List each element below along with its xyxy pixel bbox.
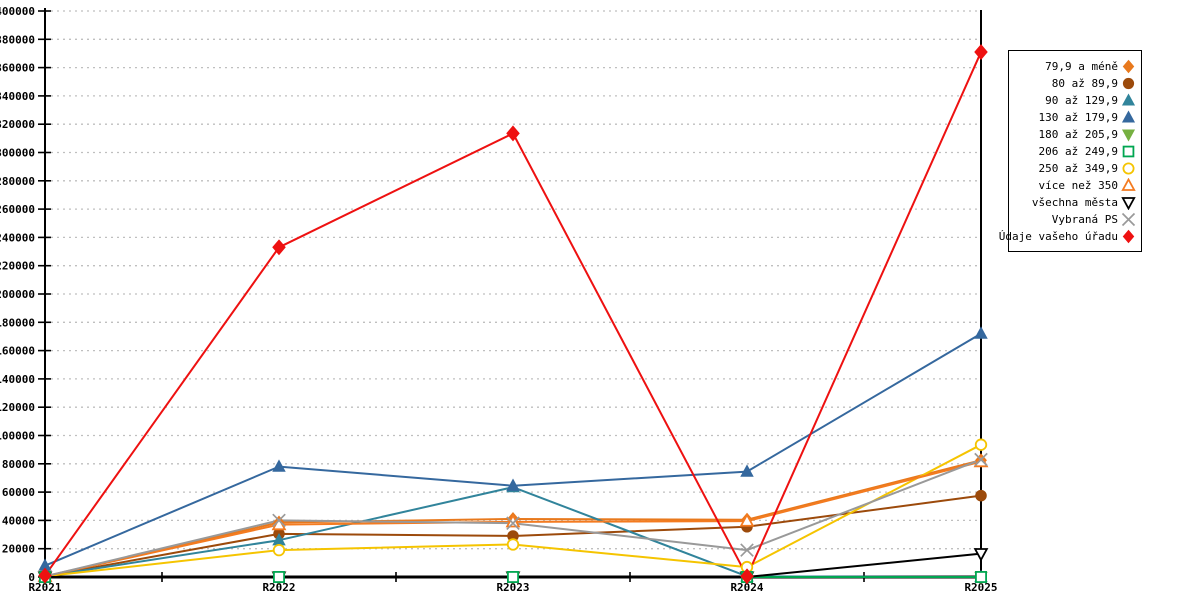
circle-legend-marker-icon <box>1122 162 1135 174</box>
legend-item: 250 až 349,9 <box>1013 160 1136 176</box>
marker-Údaje vašeho úřadu-icon <box>272 239 286 256</box>
legend-item-label: 79,9 a méně <box>1045 59 1118 73</box>
legend-item: Údaje vašeho úřadu <box>999 228 1136 244</box>
legend-item-label: více než 350 <box>1038 178 1118 192</box>
legend-item: Vybraná PS <box>1013 211 1136 227</box>
marker-206 až 249,9-icon <box>975 571 987 583</box>
y-axis-label: 360000 <box>0 62 35 75</box>
y-axis-label: 20000 <box>2 543 35 556</box>
triangle-up-legend-marker-icon <box>1121 109 1136 122</box>
marker-206 až 249,9-icon <box>273 571 285 583</box>
y-axis-label: 220000 <box>0 260 35 273</box>
x-axis-label: R2023 <box>496 581 529 594</box>
circle-legend-marker-icon <box>1122 77 1135 89</box>
y-axis-label: 80000 <box>2 458 35 471</box>
legend-item: více než 350 <box>1013 177 1136 193</box>
y-axis-label: 240000 <box>0 231 35 244</box>
legend-item-label: 180 až 205,9 <box>1038 127 1118 141</box>
marker-Vybraná PS-icon <box>506 516 520 531</box>
y-axis-label: 280000 <box>0 175 35 188</box>
x-axis-label: R2025 <box>964 581 997 594</box>
marker-250 až 349,9-icon <box>974 438 988 451</box>
marker-Vybraná PS-icon <box>974 452 988 467</box>
y-axis-label: 40000 <box>2 514 35 527</box>
marker-80 až 89,9-icon <box>975 489 987 502</box>
triangle-down-legend-marker-icon <box>1121 196 1136 210</box>
diamond-legend-marker-icon <box>1122 59 1135 73</box>
marker-Vybraná PS-icon <box>740 543 754 557</box>
marker-všechna města-icon <box>973 548 989 562</box>
y-axis-label: 160000 <box>0 345 35 358</box>
marker-Údaje vašeho úřadu-icon <box>38 567 52 584</box>
legend-item: 80 až 89,9 <box>1013 75 1136 91</box>
legend: 79,9 a méně 80 až 89,9 90 až 129,9 130 až 1… <box>999 50 1142 252</box>
legend-item: 206 až 249,9 <box>1013 143 1136 159</box>
legend-item-label: všechna města <box>1031 195 1118 209</box>
y-axis-label: 300000 <box>0 147 35 160</box>
diamond-legend-marker-icon <box>1122 229 1135 243</box>
x-legend-marker-icon <box>1121 212 1136 226</box>
x-axis-label: R2022 <box>262 581 295 594</box>
y-axis-label: 140000 <box>0 373 35 386</box>
y-axis-label: 60000 <box>2 486 35 499</box>
y-axis-label: 260000 <box>0 203 35 216</box>
marker-250 až 349,9-icon <box>506 538 520 551</box>
marker-Údaje vašeho úřadu-icon <box>974 44 988 61</box>
marker-250 až 349,9-icon <box>272 543 286 557</box>
legend-item-label: 80 až 89,9 <box>1051 76 1118 90</box>
legend-item: 130 až 179,9 <box>1013 109 1136 125</box>
triangle-down-legend-marker-icon <box>1121 129 1136 142</box>
y-axis-label: 380000 <box>0 33 35 46</box>
y-axis-label: 100000 <box>0 430 35 443</box>
legend-item-label: 90 až 129,9 <box>1045 93 1118 107</box>
square-legend-marker-icon <box>1122 145 1135 157</box>
legend-item-label: 250 až 349,9 <box>1038 161 1118 175</box>
triangle-up-legend-marker-icon <box>1121 177 1136 191</box>
marker-206 až 249,9-icon <box>507 571 519 583</box>
legend-item: 90 až 129,9 <box>1013 92 1136 108</box>
triangle-up-legend-marker-icon <box>1121 92 1136 105</box>
marker-130 až 179,9-icon <box>272 459 286 472</box>
legend-item-label: Vybraná PS <box>1051 212 1118 226</box>
y-axis-label: 0 <box>28 571 35 584</box>
legend-item: 79,9 a méně <box>1013 58 1136 74</box>
x-axis-label: R2024 <box>730 581 763 594</box>
marker-Údaje vašeho úřadu-icon <box>506 125 520 142</box>
y-axis-label: 200000 <box>0 288 35 301</box>
marker-130 až 179,9-icon <box>740 464 754 477</box>
marker-130 až 179,9-icon <box>974 326 988 339</box>
y-axis-label: 400000 <box>0 5 35 18</box>
y-axis-label: 320000 <box>0 118 35 131</box>
legend-item-label: Údaje vašeho úřadu <box>998 229 1118 243</box>
legend-item-label: 130 až 179,9 <box>1038 110 1118 124</box>
x-axis-label: R2021 <box>28 581 61 594</box>
y-axis-label: 340000 <box>0 90 35 103</box>
legend-item-label: 206 až 249,9 <box>1038 144 1118 158</box>
y-axis-label: 180000 <box>0 316 35 329</box>
legend-item: všechna města <box>1013 194 1136 210</box>
marker-Údaje vašeho úřadu-icon <box>740 568 754 585</box>
legend-item: 180 až 205,9 <box>1013 126 1136 142</box>
y-axis-label: 120000 <box>0 401 35 414</box>
marker-Vybraná PS-icon <box>272 513 286 528</box>
marker-více než 350-icon <box>739 513 755 527</box>
marker-130 až 179,9-icon <box>506 478 520 491</box>
